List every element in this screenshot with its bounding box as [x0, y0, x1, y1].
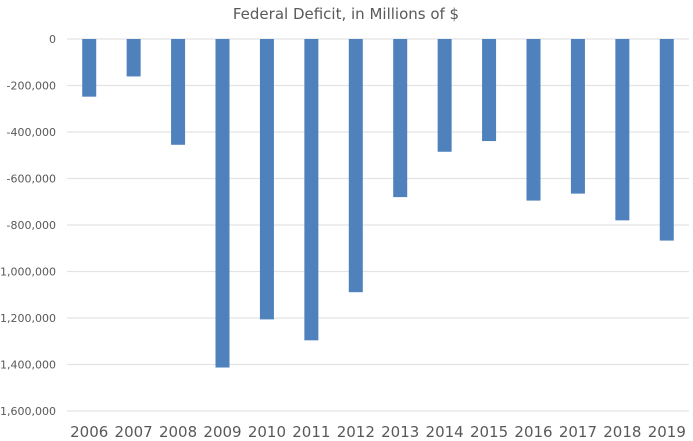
- bar-2018: [615, 39, 630, 221]
- bar-2009: [215, 39, 230, 368]
- bar-2014: [437, 39, 452, 152]
- bar-2007: [126, 39, 141, 77]
- x-tick-label: 2009: [203, 423, 241, 441]
- bar-2015: [482, 39, 497, 142]
- y-tick-label: -200,000: [7, 80, 56, 93]
- x-tick-label: 2012: [337, 423, 375, 441]
- x-tick-label: 2011: [292, 423, 330, 441]
- x-tick-label: 2006: [70, 423, 108, 441]
- x-tick-label: 2007: [115, 423, 153, 441]
- x-tick-label: 2016: [514, 423, 552, 441]
- gridlines: [67, 38, 689, 412]
- bar-2017: [570, 39, 585, 194]
- y-tick-label: -600,000: [7, 173, 56, 186]
- y-tick-label: -400,000: [7, 126, 56, 139]
- x-tick-label: 2013: [381, 423, 419, 441]
- bars: [82, 39, 674, 368]
- y-tick-label: 0: [49, 33, 56, 46]
- x-tick-label: 2008: [159, 423, 197, 441]
- bar-2010: [259, 39, 274, 320]
- y-tick-label: -1,400,000: [0, 359, 56, 372]
- bar-2012: [348, 39, 363, 293]
- y-axis-ticks: 0 -200,000 -400,000 -600,000 -800,000 -1,000,…: [0, 33, 56, 418]
- x-tick-label: 2015: [470, 423, 508, 441]
- bar-2006: [82, 39, 97, 97]
- chart-title: Federal Deficit, in Millions of $: [233, 5, 459, 23]
- x-tick-label: 2010: [248, 423, 286, 441]
- y-tick-label: -800,000: [7, 219, 56, 232]
- bar-2013: [393, 39, 408, 198]
- bar-2011: [304, 39, 319, 341]
- x-tick-label: 2018: [603, 423, 641, 441]
- bar-2019: [659, 39, 674, 241]
- y-tick-label: -1,600,000: [0, 405, 56, 418]
- y-tick-label: -1,000,000: [0, 266, 56, 279]
- bar-2016: [526, 39, 541, 201]
- x-tick-label: 2017: [559, 423, 597, 441]
- bar-2008: [171, 39, 186, 145]
- y-tick-label: -1,200,000: [0, 312, 56, 325]
- x-tick-label: 2019: [648, 423, 686, 441]
- x-axis-ticks: 2006 2007 2008 2009 2010 2011 2012 2013 2014 2015…: [70, 423, 686, 441]
- x-tick-label: 2014: [426, 423, 464, 441]
